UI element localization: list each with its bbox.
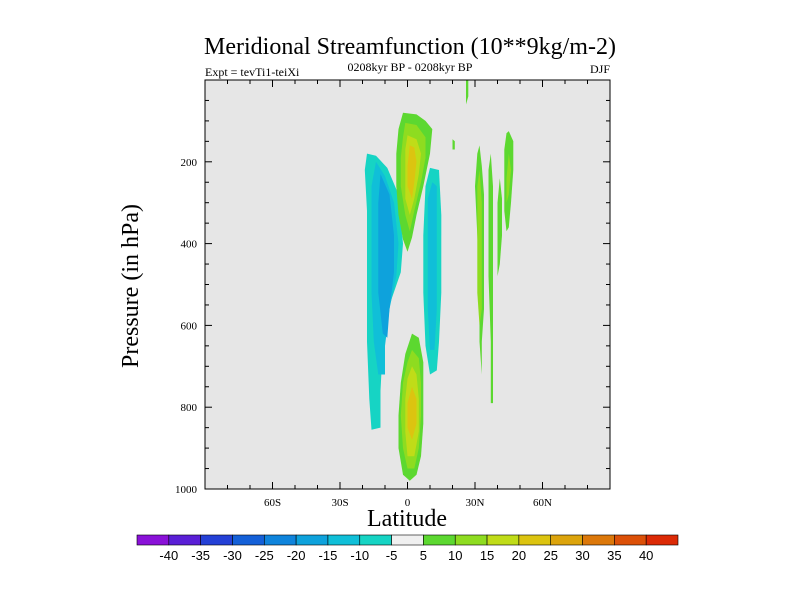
colorbar-swatch — [359, 534, 392, 546]
colorbar-label: 40 — [639, 548, 653, 563]
nh-pos-streak-b — [488, 153, 493, 404]
nh-pos-streak-a-level-10 — [477, 170, 482, 326]
colorbar-label: -30 — [223, 548, 242, 563]
x-axis-label: Latitude — [367, 506, 447, 532]
upper-pos-cell-level-20 — [407, 145, 417, 199]
period-label: 0208kyr BP - 0208kyr BP — [348, 60, 473, 74]
colorbar-swatch — [423, 534, 456, 546]
colorbar-swatch — [232, 534, 265, 546]
nh-pos-streak-c — [504, 131, 514, 232]
nh-pos-streak-d — [497, 178, 502, 277]
colorbar-swatch — [582, 534, 615, 546]
colorbar-swatch — [327, 534, 361, 546]
axis-ticks: 60S 30S 0 30N 60N 200 400 600 800 1000 — [175, 80, 610, 509]
colorbar-swatch — [200, 534, 233, 546]
colorbar-label: 25 — [543, 548, 557, 563]
x-tick-label: 30N — [466, 497, 485, 509]
y-tick-label: 1000 — [175, 484, 198, 496]
colorbar-swatch — [263, 534, 297, 546]
small-pos-dot — [452, 139, 455, 150]
x-tick-label: 0 — [405, 497, 411, 509]
colorbar-label: 10 — [448, 548, 462, 563]
colorbar-swatch — [168, 534, 201, 546]
lower-pos-cell — [398, 333, 424, 481]
colorbar-label: -35 — [191, 548, 210, 563]
colorbar-swatch — [518, 534, 552, 546]
colorbar-swatch — [391, 534, 424, 546]
colorbar-swatch — [295, 534, 329, 546]
nh-neg-cell-level--10 — [427, 182, 437, 350]
colorbar-swatch — [550, 534, 583, 546]
top-pos-sliver-level-5 — [466, 80, 469, 105]
upper-pos-cell — [396, 112, 433, 252]
sh-neg-upper-cell-level--15 — [378, 174, 394, 338]
x-tick-label: 60N — [533, 497, 552, 509]
y-tick-label: 400 — [181, 239, 198, 251]
top-pos-sliver — [466, 80, 469, 105]
contour-layer — [364, 80, 514, 481]
nh-neg-cell — [423, 167, 442, 375]
colorbar-label: -25 — [255, 548, 274, 563]
sh-neg-upper-cell — [364, 153, 403, 430]
y-axis-label: Pressure (in hPa) — [118, 204, 144, 368]
x-tick-label: 60S — [264, 497, 281, 509]
nh-pos-streak-c-level-10 — [506, 153, 511, 203]
lower-pos-cell-level-20 — [407, 386, 417, 440]
colorbar: -40 -35 -30 -25 -20 -15 -10 -5 5 10 15 20 25 30 35 40 — [136, 534, 679, 563]
nh-pos-streak-d-level-5 — [497, 178, 502, 277]
y-tick-label: 800 — [181, 402, 198, 414]
colorbar-label: -40 — [159, 548, 178, 563]
y-tick-label: 200 — [181, 157, 198, 169]
chart-title: Meridional Streamfunction (10**9kg/m-2) — [204, 34, 616, 60]
colorbar-label: -10 — [350, 548, 369, 563]
colorbar-swatch — [645, 534, 679, 546]
colorbar-label: 30 — [575, 548, 589, 563]
experiment-label: Expt = tevTi1-teiXi — [205, 65, 300, 79]
colorbar-label: 35 — [607, 548, 621, 563]
season-label: DJF — [590, 62, 610, 76]
colorbar-label: -5 — [386, 548, 398, 563]
colorbar-swatch — [136, 534, 170, 546]
colorbar-swatch — [614, 534, 647, 546]
colorbar-label: -20 — [287, 548, 306, 563]
small-pos-dot-level-5 — [452, 139, 455, 150]
y-tick-label: 600 — [181, 320, 198, 332]
nh-pos-streak-b-level-5 — [488, 153, 493, 404]
colorbar-swatch — [486, 534, 520, 546]
colorbar-swatch — [454, 534, 488, 546]
nh-pos-streak-a — [475, 145, 484, 375]
x-tick-label: 30S — [331, 497, 348, 509]
colorbar-label: 5 — [420, 548, 427, 563]
colorbar-label: 20 — [512, 548, 526, 563]
colorbar-label: -15 — [319, 548, 338, 563]
colorbar-label: 15 — [480, 548, 494, 563]
